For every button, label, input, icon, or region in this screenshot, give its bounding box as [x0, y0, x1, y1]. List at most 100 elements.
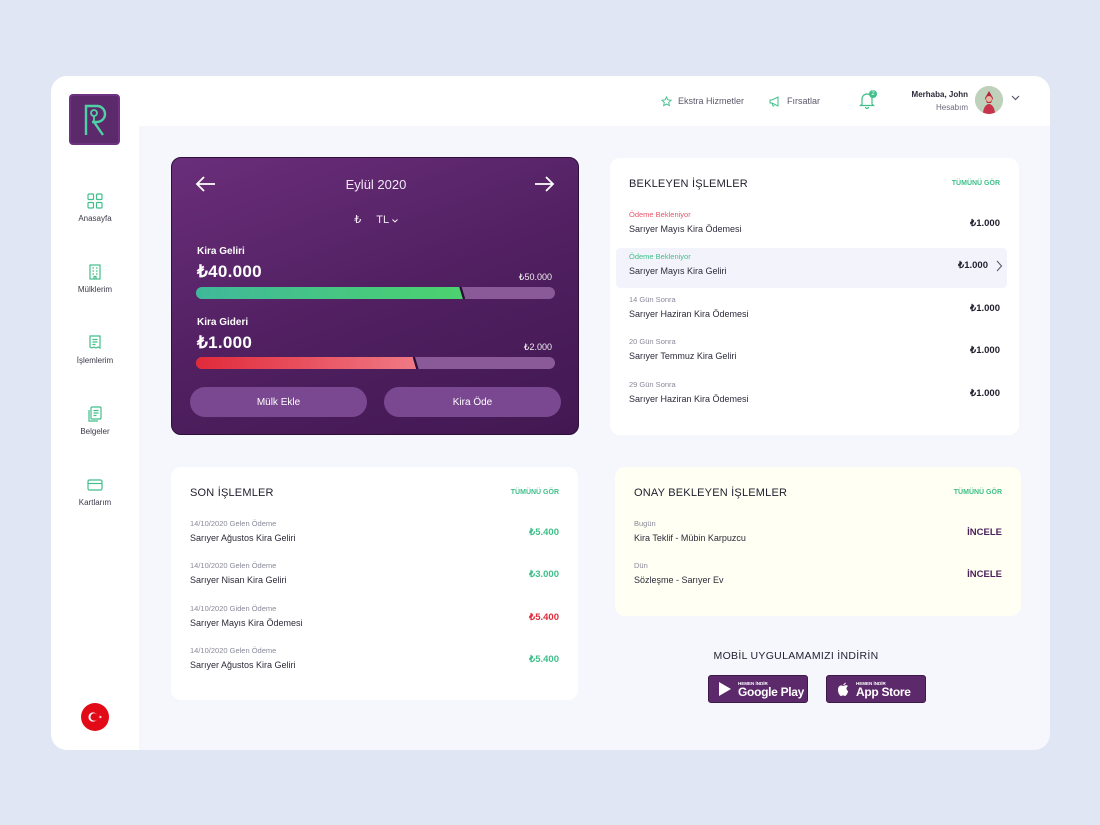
- sidebar-item-home[interactable]: Anasayfa: [51, 178, 139, 238]
- row-status: 14 Gün Sonra: [629, 295, 676, 304]
- app-store-button[interactable]: HEMEN İNDİR App Store: [826, 675, 926, 703]
- sidebar-item-transactions[interactable]: İşlemlerim: [51, 320, 139, 380]
- topbar: Ekstra Hizmetler Fırsatlar 2 Merhaba, Jo…: [139, 76, 1050, 126]
- recent-transactions-panel: SON İŞLEMLER TÜMÜNÜ GÖR 14/10/2020 Gelen…: [171, 467, 578, 700]
- list-item[interactable]: 14/10/2020 Gelen Ödeme Sarıyer Nisan Kir…: [177, 557, 566, 597]
- google-play-button[interactable]: HEMEN İNDİR Google Play: [708, 675, 808, 703]
- row-description: Sarıyer Mayıs Kira Geliri: [629, 266, 727, 276]
- approval-pending-panel: ONAY BEKLEYEN İŞLEMLER TÜMÜNÜ GÖR Bugün …: [615, 467, 1021, 616]
- receipt-icon: [87, 335, 103, 351]
- row-description: Sarıyer Mayıs Kira Ödemesi: [190, 618, 303, 628]
- expense-value: ₺1.000: [197, 333, 253, 352]
- list-item[interactable]: 14 Gün Sonra Sarıyer Haziran Kira Ödemes…: [616, 291, 1007, 331]
- sidebar-item-label: Belgeler: [80, 427, 110, 436]
- panel-title: SON İŞLEMLER: [190, 487, 274, 499]
- extra-services-label: Ekstra Hizmetler: [678, 96, 745, 106]
- list-item[interactable]: 14/10/2020 Giden Ödeme Sarıyer Mayıs Kir…: [177, 600, 566, 640]
- row-description: Sarıyer Ağustos Kira Geliri: [190, 660, 296, 670]
- rent-summary-card: Eylül 2020 ₺ TL Kira Geliri ₺40.000 ₺50.…: [171, 157, 579, 435]
- arrow-left-icon[interactable]: [194, 174, 218, 194]
- apple-icon: [838, 682, 848, 696]
- extra-services-link[interactable]: Ekstra Hizmetler: [661, 76, 744, 126]
- row-amount: ₺1.000: [970, 303, 1000, 314]
- expense-limit: ₺2.000: [523, 342, 552, 352]
- brand-logo[interactable]: [69, 94, 120, 145]
- list-item[interactable]: 14/10/2020 Gelen Ödeme Sarıyer Ağustos K…: [177, 515, 566, 555]
- see-all-link[interactable]: TÜMÜNÜ GÖR: [951, 180, 1000, 187]
- list-item[interactable]: 20 Gün Sonra Sarıyer Temmuz Kira Geliri …: [616, 333, 1007, 373]
- play-icon: [719, 682, 731, 696]
- row-description: Sarıyer Temmuz Kira Geliri: [629, 351, 737, 361]
- review-button[interactable]: İNCELE: [967, 527, 1002, 538]
- user-avatar-icon: [975, 86, 1003, 114]
- list-item[interactable]: Ödeme Bekleniyor Sarıyer Mayıs Kira Ödem…: [616, 206, 1007, 246]
- chevron-down-icon: [391, 219, 398, 223]
- currency-selector[interactable]: ₺ TL: [172, 213, 580, 226]
- documents-icon: [87, 406, 103, 422]
- expense-progress-bar: [196, 357, 555, 369]
- megaphone-icon: [769, 95, 779, 107]
- row-when: Bugün: [634, 519, 656, 528]
- credit-card-icon: [87, 477, 103, 493]
- account-link[interactable]: Hesabım: [935, 103, 968, 112]
- language-flag-button[interactable]: [81, 703, 109, 731]
- chevron-down-icon[interactable]: [1011, 95, 1020, 101]
- income-progress-bar: [196, 287, 555, 299]
- review-button[interactable]: İNCELE: [967, 569, 1002, 580]
- row-description: Sarıyer Mayıs Kira Ödemesi: [629, 224, 742, 234]
- income-progress-edge: [459, 287, 466, 299]
- row-date: 14/10/2020 Giden Ödeme: [190, 604, 277, 613]
- turkey-flag-icon: [88, 712, 102, 722]
- row-date: 14/10/2020 Gelen Ödeme: [190, 561, 277, 570]
- download-title: MOBİL UYGULAMAMIZI İNDİRİN: [713, 650, 879, 662]
- list-item[interactable]: 14/10/2020 Gelen Ödeme Sarıyer Ağustos K…: [177, 642, 566, 682]
- sidebar-item-cards[interactable]: Kartlarım: [51, 462, 139, 522]
- income-value: ₺40.000: [197, 262, 262, 281]
- building-icon: [87, 264, 103, 280]
- row-date: 14/10/2020 Gelen Ödeme: [190, 519, 277, 528]
- row-amount: ₺1.000: [970, 388, 1000, 399]
- row-description: Sarıyer Ağustos Kira Geliri: [190, 533, 296, 543]
- arrow-right-icon[interactable]: [532, 174, 556, 194]
- expense-label: Kira Gideri: [197, 317, 249, 328]
- row-description: Sarıyer Haziran Kira Ödemesi: [629, 394, 749, 404]
- row-description: Sözleşme - Sarıyer Ev: [634, 575, 724, 585]
- panel-title: ONAY BEKLEYEN İŞLEMLER: [634, 487, 788, 499]
- expense-progress-fill: [196, 357, 419, 369]
- month-label: Eylül 2020: [345, 177, 407, 192]
- store-small-label: HEMEN İNDİR: [856, 680, 886, 686]
- sidebar-item-label: İşlemlerim: [76, 356, 114, 365]
- list-item[interactable]: 29 Gün Sonra Sarıyer Haziran Kira Ödemes…: [616, 376, 1007, 416]
- notification-badge: 2: [869, 90, 877, 98]
- list-item[interactable]: Ödeme Bekleniyor Sarıyer Mayıs Kira Geli…: [616, 248, 1007, 288]
- sidebar-item-label: Anasayfa: [78, 214, 112, 223]
- store-big-label: App Store: [856, 684, 911, 699]
- panel-title: BEKLEYEN İŞLEMLER: [629, 178, 748, 190]
- chevron-right-icon: [996, 260, 1003, 272]
- income-label: Kira Geliri: [197, 246, 245, 257]
- list-item[interactable]: Dün Sözleşme - Sarıyer Ev İNCELE: [621, 557, 1009, 597]
- row-status: 29 Gün Sonra: [629, 380, 676, 389]
- row-amount: ₺1.000: [970, 218, 1000, 229]
- row-date: 14/10/2020 Gelen Ödeme: [190, 646, 277, 655]
- row-description: Sarıyer Nisan Kira Geliri: [190, 575, 287, 585]
- store-big-label: Google Play: [738, 684, 805, 699]
- row-amount: ₺5.400: [529, 527, 559, 538]
- sidebar-item-properties[interactable]: Mülklerim: [51, 249, 139, 309]
- see-all-link[interactable]: TÜMÜNÜ GÖR: [953, 489, 1002, 496]
- row-amount: ₺5.400: [529, 612, 559, 623]
- row-description: Kira Teklif - Mübin Karpuzcu: [634, 533, 746, 543]
- income-progress-fill: [196, 287, 465, 299]
- add-property-button[interactable]: Mülk Ekle: [190, 387, 367, 417]
- see-all-link[interactable]: TÜMÜNÜ GÖR: [510, 489, 559, 496]
- notifications-button[interactable]: 2: [859, 90, 877, 110]
- sidebar-item-documents[interactable]: Belgeler: [51, 391, 139, 451]
- pay-rent-button[interactable]: Kira Öde: [384, 387, 561, 417]
- row-status: 20 Gün Sonra: [629, 337, 676, 346]
- row-amount: ₺1.000: [970, 345, 1000, 356]
- list-item[interactable]: Bugün Kira Teklif - Mübin Karpuzcu İNCEL…: [621, 515, 1009, 555]
- avatar[interactable]: [975, 86, 1003, 114]
- user-greeting: Merhaba, John: [911, 90, 968, 99]
- opportunities-link[interactable]: Fırsatlar: [769, 76, 820, 126]
- grid-icon: [87, 193, 103, 209]
